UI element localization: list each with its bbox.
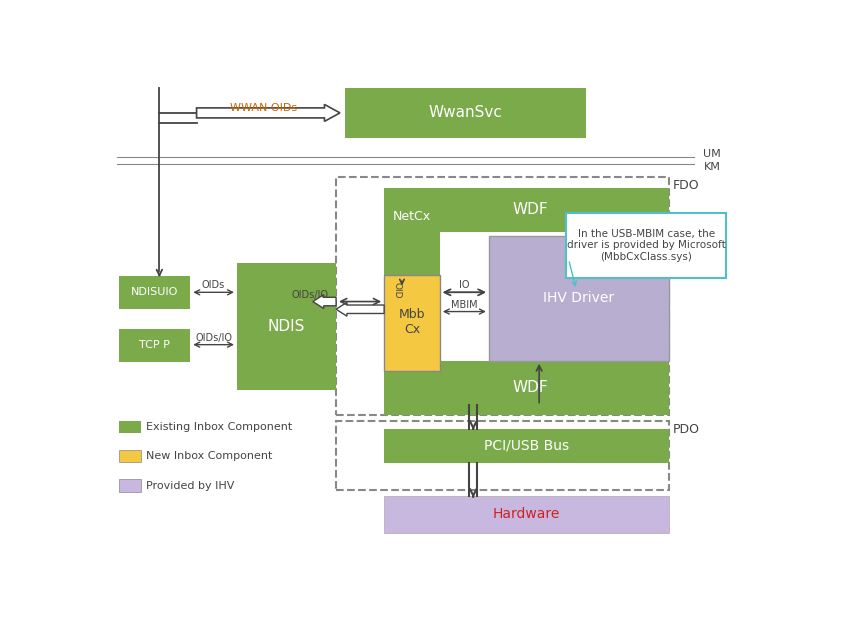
- Bar: [384, 188, 669, 232]
- Text: UM: UM: [703, 149, 722, 159]
- Text: WWAN OIDs: WWAN OIDs: [230, 102, 298, 112]
- Bar: [336, 177, 669, 415]
- Text: IHV Driver: IHV Driver: [543, 291, 614, 306]
- Text: IO: IO: [458, 280, 469, 290]
- Bar: [119, 421, 140, 433]
- Text: NDISUIO: NDISUIO: [131, 287, 178, 298]
- Text: Hardware: Hardware: [493, 507, 560, 521]
- FancyArrow shape: [336, 303, 384, 316]
- Text: NDIS: NDIS: [267, 319, 305, 334]
- Text: OID: OID: [393, 281, 402, 298]
- Text: PCI/USB Bus: PCI/USB Bus: [484, 438, 569, 453]
- Bar: [119, 479, 140, 492]
- FancyArrow shape: [313, 294, 336, 309]
- Text: WwanSvc: WwanSvc: [429, 105, 502, 120]
- Bar: [336, 421, 669, 490]
- Bar: [384, 428, 669, 463]
- Text: OIDs/IO: OIDs/IO: [291, 290, 328, 299]
- Text: Existing Inbox Component: Existing Inbox Component: [146, 422, 293, 432]
- Text: Mbb
Cx: Mbb Cx: [399, 308, 426, 336]
- Bar: [119, 329, 190, 361]
- Text: OIDs/IO: OIDs/IO: [195, 333, 232, 343]
- Text: NetCx: NetCx: [393, 210, 431, 223]
- Text: New Inbox Component: New Inbox Component: [146, 451, 272, 461]
- Text: WDF: WDF: [512, 202, 547, 218]
- Bar: [237, 263, 336, 390]
- FancyBboxPatch shape: [566, 213, 726, 278]
- Text: Provided by IHV: Provided by IHV: [146, 480, 235, 490]
- Bar: [346, 88, 585, 138]
- Text: TCP P: TCP P: [140, 340, 170, 350]
- Bar: [119, 276, 190, 309]
- Text: KM: KM: [703, 162, 720, 172]
- Text: MBIM: MBIM: [451, 299, 477, 309]
- FancyArrow shape: [197, 104, 340, 122]
- Bar: [384, 497, 669, 533]
- Text: OIDs: OIDs: [202, 280, 225, 290]
- Bar: [489, 236, 669, 361]
- Bar: [384, 275, 440, 371]
- Bar: [119, 450, 140, 463]
- Text: In the USB-MBIM case, the
driver is provided by Microsoft
(MbbCxClass.sys): In the USB-MBIM case, the driver is prov…: [567, 229, 726, 262]
- Bar: [384, 361, 669, 415]
- Bar: [384, 188, 440, 278]
- Text: WDF: WDF: [512, 380, 547, 396]
- Text: FDO: FDO: [673, 179, 699, 192]
- Text: PDO: PDO: [673, 423, 700, 436]
